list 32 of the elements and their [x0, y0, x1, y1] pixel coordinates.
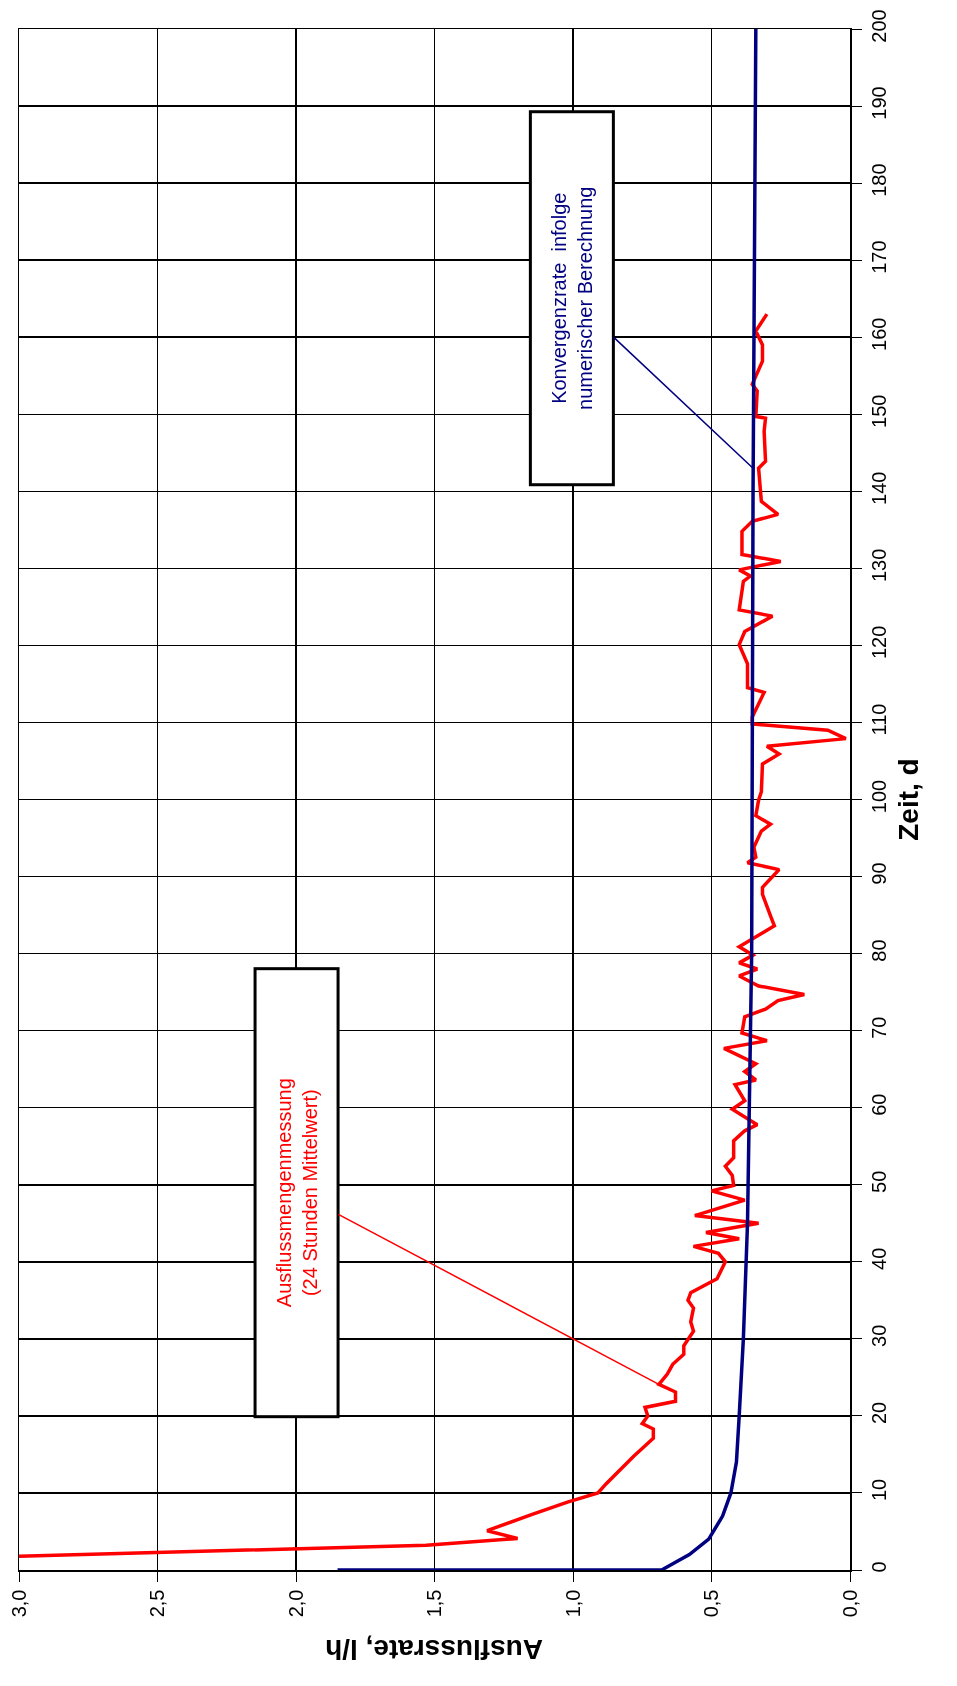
- y-tick-label: 200: [867, 9, 890, 43]
- y-tick-label: 130: [867, 548, 890, 583]
- y-axis-title: Zeit, d: [893, 758, 925, 841]
- x-tick-label: 0,0: [838, 1589, 861, 1618]
- y-tick-label: 180: [867, 163, 890, 197]
- y-tick-label: 70: [867, 1016, 890, 1039]
- y-tick-label: 110: [867, 703, 890, 736]
- x-tick-label: 3,0: [7, 1589, 30, 1618]
- x-tick-label: 0,5: [700, 1589, 722, 1618]
- x-axis-title: Ausflussrate, l/h: [325, 1634, 543, 1665]
- y-tick-label: 90: [867, 862, 890, 885]
- x-tick-label: 1,5: [423, 1589, 445, 1618]
- y-tick-label: 190: [867, 86, 890, 120]
- y-tick-label: 50: [867, 1170, 890, 1193]
- annotation: Konvergenzrate infolge numerischer Berechnung: [547, 186, 596, 410]
- x-tick-label: 1,0: [561, 1589, 584, 1618]
- x-tick-label: 2,5: [146, 1589, 168, 1618]
- y-tick-label: 20: [867, 1401, 890, 1425]
- y-tick-label: 40: [867, 1247, 890, 1270]
- y-tick-label: 10: [867, 1478, 890, 1502]
- y-tick-label: 150: [867, 394, 890, 428]
- y-tick-label: 140: [867, 471, 890, 505]
- y-tick-label: 120: [867, 625, 890, 660]
- y-tick-label: 0: [867, 1561, 890, 1573]
- y-tick-label: 80: [867, 939, 890, 962]
- y-tick-label: 100: [867, 779, 890, 814]
- y-tick-label: 160: [867, 317, 890, 351]
- x-tick-label: 2,0: [284, 1589, 307, 1618]
- annotation: Ausflussmengenmessung (24 Stunden Mittelwert): [272, 1078, 321, 1308]
- y-tick-label: 60: [867, 1093, 890, 1116]
- y-tick-label: 170: [867, 240, 890, 274]
- y-tick-label: 30: [867, 1324, 890, 1347]
